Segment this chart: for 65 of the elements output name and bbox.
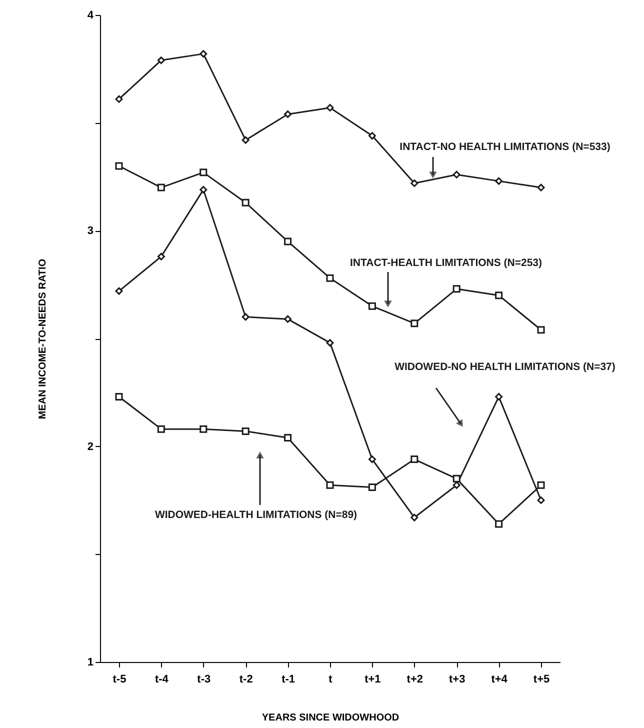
- point: [326, 104, 334, 112]
- x-axis-title: YEARS SINCE WIDOWHOOD: [262, 712, 400, 724]
- point: [495, 292, 503, 300]
- point: [326, 481, 334, 489]
- point: [242, 427, 250, 435]
- point: [200, 425, 208, 433]
- point: [368, 484, 376, 492]
- point: [368, 456, 376, 464]
- point: [326, 339, 334, 347]
- point: [410, 179, 418, 187]
- point: [200, 50, 208, 58]
- point: [115, 95, 123, 103]
- x-tick-label: t-5: [112, 674, 126, 686]
- point: [115, 392, 123, 400]
- x-tick-label: t+1: [364, 674, 381, 686]
- point: [242, 313, 250, 321]
- point: [368, 302, 376, 310]
- point: [115, 287, 123, 295]
- x-tick-label: t+3: [448, 674, 466, 686]
- x-tick-label: t-3: [197, 674, 211, 686]
- point: [115, 162, 123, 170]
- point: [410, 514, 418, 522]
- y-tick-label: 1: [87, 656, 94, 668]
- x-tick-label: t: [328, 674, 333, 686]
- point: [410, 320, 418, 328]
- x-tick-label: t+2: [406, 674, 424, 686]
- x-tick-label: t-4: [154, 674, 170, 686]
- point: [157, 184, 165, 192]
- point: [284, 110, 292, 118]
- y-axis-title: MEAN INCOME-TO-NEEDS RATIO: [37, 258, 48, 420]
- point: [368, 132, 376, 140]
- series-label: INTACT-HEALTH LIMITATIONS (N=253): [350, 257, 542, 269]
- point: [495, 177, 503, 185]
- x-tick-label: t+4: [491, 674, 508, 686]
- y-tick-label: 2: [87, 440, 94, 453]
- point: [537, 481, 545, 489]
- point: [537, 326, 545, 334]
- point: [452, 474, 460, 482]
- point: [242, 136, 250, 144]
- point: [410, 456, 418, 464]
- point: [284, 315, 292, 323]
- point: [284, 238, 292, 246]
- point: [452, 170, 460, 178]
- point: [242, 198, 250, 206]
- point: [284, 434, 292, 442]
- point: [495, 392, 503, 400]
- text: WIDOWED-NO HEALTH LIMITATIONS (N=37): [394, 361, 616, 373]
- series-label: INTACT-NO HEALTH LIMITATIONS (N=533): [400, 141, 610, 153]
- point: [537, 496, 545, 504]
- point: [157, 425, 165, 433]
- point: [537, 184, 545, 192]
- x-tick-label: t-1: [282, 674, 296, 686]
- y-tick-label: 4: [87, 10, 94, 22]
- point: [200, 168, 208, 176]
- x-tick-label: t+5: [533, 674, 550, 686]
- point: [452, 285, 460, 293]
- point: [157, 252, 165, 260]
- point: [495, 520, 503, 528]
- point: [326, 274, 334, 282]
- x-tick-label: t-2: [239, 674, 253, 686]
- point: [200, 186, 208, 194]
- text: WIDOWED-HEALTH LIMITATIONS (N=89): [154, 509, 358, 521]
- point: [157, 56, 165, 64]
- y-tick-label: 3: [87, 225, 94, 238]
- point: [452, 481, 460, 489]
